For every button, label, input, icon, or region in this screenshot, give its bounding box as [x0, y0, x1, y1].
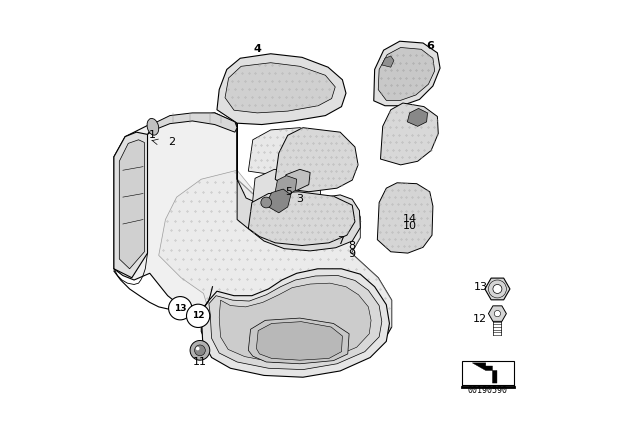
Circle shape: [168, 297, 192, 320]
Polygon shape: [374, 41, 440, 106]
Polygon shape: [148, 113, 237, 134]
Circle shape: [261, 197, 271, 208]
Circle shape: [493, 284, 502, 293]
Text: 13: 13: [174, 304, 186, 313]
Polygon shape: [378, 47, 435, 100]
Text: 13: 13: [474, 282, 488, 292]
Text: 11: 11: [193, 357, 207, 367]
Text: 6: 6: [426, 41, 434, 51]
Polygon shape: [248, 128, 320, 175]
Polygon shape: [407, 108, 428, 126]
Circle shape: [494, 310, 500, 317]
Polygon shape: [275, 128, 358, 192]
Polygon shape: [225, 63, 335, 113]
Polygon shape: [217, 54, 346, 125]
Polygon shape: [266, 189, 291, 213]
Text: 8: 8: [348, 241, 355, 251]
Text: 00190590: 00190590: [468, 386, 508, 395]
Text: 9: 9: [348, 250, 355, 259]
Text: 7: 7: [337, 236, 344, 246]
Polygon shape: [248, 192, 355, 246]
Polygon shape: [220, 283, 371, 363]
Ellipse shape: [147, 118, 159, 135]
Polygon shape: [114, 132, 148, 278]
Text: 1: 1: [149, 130, 156, 140]
Circle shape: [195, 345, 205, 356]
Polygon shape: [257, 322, 342, 360]
Polygon shape: [248, 318, 349, 364]
Polygon shape: [472, 363, 497, 383]
Text: 12: 12: [474, 314, 488, 324]
Polygon shape: [114, 113, 392, 370]
Polygon shape: [275, 176, 297, 196]
Text: 10: 10: [403, 221, 417, 231]
Polygon shape: [284, 169, 310, 190]
Text: 2: 2: [168, 137, 176, 146]
Circle shape: [186, 304, 210, 327]
Text: 3: 3: [296, 194, 303, 204]
Polygon shape: [209, 276, 382, 370]
Polygon shape: [252, 169, 321, 219]
Bar: [462, 361, 514, 387]
Polygon shape: [380, 103, 438, 165]
Circle shape: [196, 347, 200, 350]
Polygon shape: [119, 140, 145, 269]
Polygon shape: [159, 170, 392, 337]
Polygon shape: [378, 183, 433, 253]
Polygon shape: [202, 269, 389, 377]
Polygon shape: [237, 123, 360, 251]
Circle shape: [190, 340, 210, 360]
Text: 4: 4: [253, 44, 261, 54]
Text: 5: 5: [285, 187, 292, 197]
Text: 12: 12: [192, 311, 204, 320]
Polygon shape: [382, 56, 394, 67]
Text: 14: 14: [403, 214, 417, 224]
